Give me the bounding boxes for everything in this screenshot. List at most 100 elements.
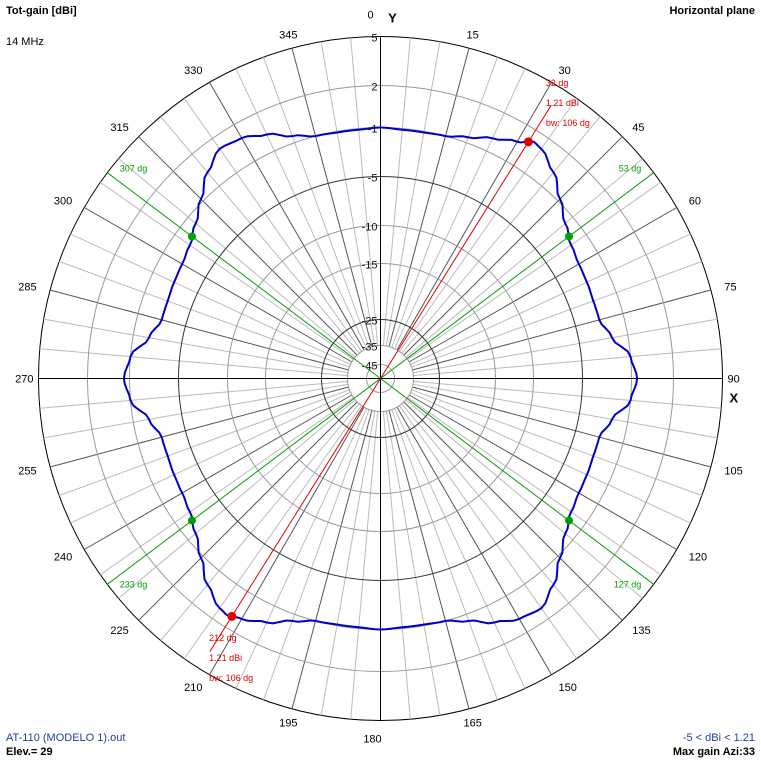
halfpower-point bbox=[565, 232, 574, 241]
radial-grid-line bbox=[411, 261, 703, 368]
radial-grid-line bbox=[138, 136, 358, 356]
angle-tick-label: 285 bbox=[18, 281, 36, 293]
radial-grid-line bbox=[183, 98, 362, 352]
radial-grid-line bbox=[160, 116, 360, 354]
radial-grid-line bbox=[50, 289, 349, 371]
max-gain-label: Max gain Azi:33 bbox=[672, 746, 755, 758]
beam-marker-label: 1.21 dBi bbox=[546, 98, 579, 108]
radial-grid-line bbox=[320, 410, 376, 716]
radial-grid-line bbox=[39, 348, 348, 377]
angle-tick-label: 75 bbox=[724, 281, 736, 293]
radial-grid-line bbox=[405, 158, 643, 358]
radial-grid-line bbox=[407, 397, 661, 576]
gain-ring-label: -5 bbox=[368, 173, 378, 185]
gain-ring-label: -45 bbox=[362, 361, 378, 373]
angle-tick-label: 255 bbox=[18, 466, 36, 478]
gain-ring-label: -25 bbox=[362, 316, 378, 328]
halfpower-point bbox=[565, 516, 574, 525]
radial-grid-line bbox=[209, 82, 365, 351]
radial-grid-line bbox=[183, 405, 362, 659]
main-beam-line bbox=[380, 105, 552, 379]
radial-grid-line bbox=[405, 399, 643, 599]
radial-grid-line bbox=[391, 409, 498, 701]
angle-tick-label: 0 bbox=[367, 10, 373, 22]
radial-grid-line bbox=[403, 401, 623, 621]
main-beam-point bbox=[523, 137, 533, 147]
halfpower-point bbox=[187, 516, 196, 525]
beam-marker-label: bw: 106 dg bbox=[209, 673, 253, 683]
radial-grid-line bbox=[408, 207, 677, 363]
radial-grid-line bbox=[160, 403, 360, 641]
radial-grid-line bbox=[263, 56, 370, 348]
radial-grid-line bbox=[413, 348, 722, 377]
halfpower-line bbox=[380, 378, 654, 585]
file-name: AT-110 (MODELO 1).out bbox=[6, 732, 126, 744]
radial-grid-line bbox=[385, 41, 441, 347]
angle-tick-label: 15 bbox=[467, 30, 479, 42]
radial-grid-line bbox=[407, 181, 661, 360]
radial-grid-line bbox=[291, 48, 373, 347]
radial-grid-line bbox=[393, 408, 526, 689]
gain-pattern-curve bbox=[122, 126, 639, 631]
radial-grid-line bbox=[263, 409, 370, 701]
gain-ring-label: -10 bbox=[362, 222, 378, 234]
radial-grid-line bbox=[291, 410, 373, 709]
radial-grid-line bbox=[235, 68, 368, 349]
radial-grid-line bbox=[58, 389, 350, 496]
radial-grid-line bbox=[350, 411, 379, 720]
angle-tick-label: 60 bbox=[689, 196, 701, 208]
radial-grid-line bbox=[385, 410, 441, 716]
elevation-label: Elev.= 29 bbox=[6, 746, 53, 758]
main-beam-line bbox=[209, 378, 381, 652]
halfpower-label: 53 dg bbox=[619, 163, 642, 173]
halfpower-label: 307 dg bbox=[120, 163, 148, 173]
halfpower-line bbox=[107, 378, 381, 585]
radial-grid-line bbox=[412, 289, 711, 371]
beam-marker-label: bw: 106 dg bbox=[546, 118, 590, 128]
radial-grid-line bbox=[412, 386, 711, 468]
plane-label: Horizontal plane bbox=[669, 5, 755, 17]
radial-grid-line bbox=[413, 380, 722, 409]
gain-ring-label: -35 bbox=[362, 342, 378, 354]
angle-tick-label: 315 bbox=[110, 122, 128, 134]
beam-marker-label: 212 dg bbox=[209, 633, 237, 643]
radial-grid-line bbox=[320, 41, 376, 347]
angle-tick-label: 45 bbox=[632, 122, 644, 134]
radial-grid-line bbox=[393, 68, 526, 349]
radial-grid-line bbox=[43, 383, 349, 439]
radial-grid-line bbox=[399, 98, 578, 352]
radial-grid-line bbox=[412, 383, 718, 439]
angle-tick-label: 195 bbox=[279, 717, 297, 729]
radial-grid-line bbox=[403, 136, 623, 356]
radial-grid-line bbox=[396, 82, 552, 351]
angle-tick-label: 240 bbox=[54, 552, 72, 564]
angle-tick-label: 225 bbox=[110, 625, 128, 637]
radial-grid-line bbox=[382, 37, 411, 346]
radial-grid-line bbox=[399, 405, 578, 659]
radial-grid-line bbox=[396, 406, 552, 675]
radial-grid-line bbox=[70, 391, 351, 524]
angle-tick-label: 135 bbox=[632, 625, 650, 637]
angle-tick-label: 150 bbox=[559, 682, 577, 694]
radial-grid-line bbox=[43, 318, 349, 374]
halfpower-label: 233 dg bbox=[120, 580, 148, 590]
radial-grid-line bbox=[50, 386, 349, 468]
radial-grid-line bbox=[411, 389, 703, 496]
angle-tick-label: 180 bbox=[363, 734, 381, 746]
beam-marker-label: 1.21 dBi bbox=[209, 653, 242, 663]
gain-ring-label: 5 bbox=[371, 33, 377, 45]
radial-grid-line bbox=[382, 411, 411, 720]
angle-tick-label: 90 bbox=[728, 374, 740, 386]
radial-grid-line bbox=[39, 380, 348, 409]
radial-grid-line bbox=[209, 406, 365, 675]
radial-grid-line bbox=[84, 394, 353, 550]
gain-ring-label: -15 bbox=[362, 260, 378, 272]
radial-grid-line bbox=[58, 261, 350, 368]
radial-grid-line bbox=[350, 37, 379, 346]
frequency-label: 14 MHz bbox=[6, 36, 44, 48]
radial-grid-line bbox=[118, 399, 356, 599]
angle-tick-label: 30 bbox=[559, 65, 571, 77]
radial-grid-line bbox=[84, 207, 353, 363]
radial-grid-line bbox=[401, 116, 601, 354]
